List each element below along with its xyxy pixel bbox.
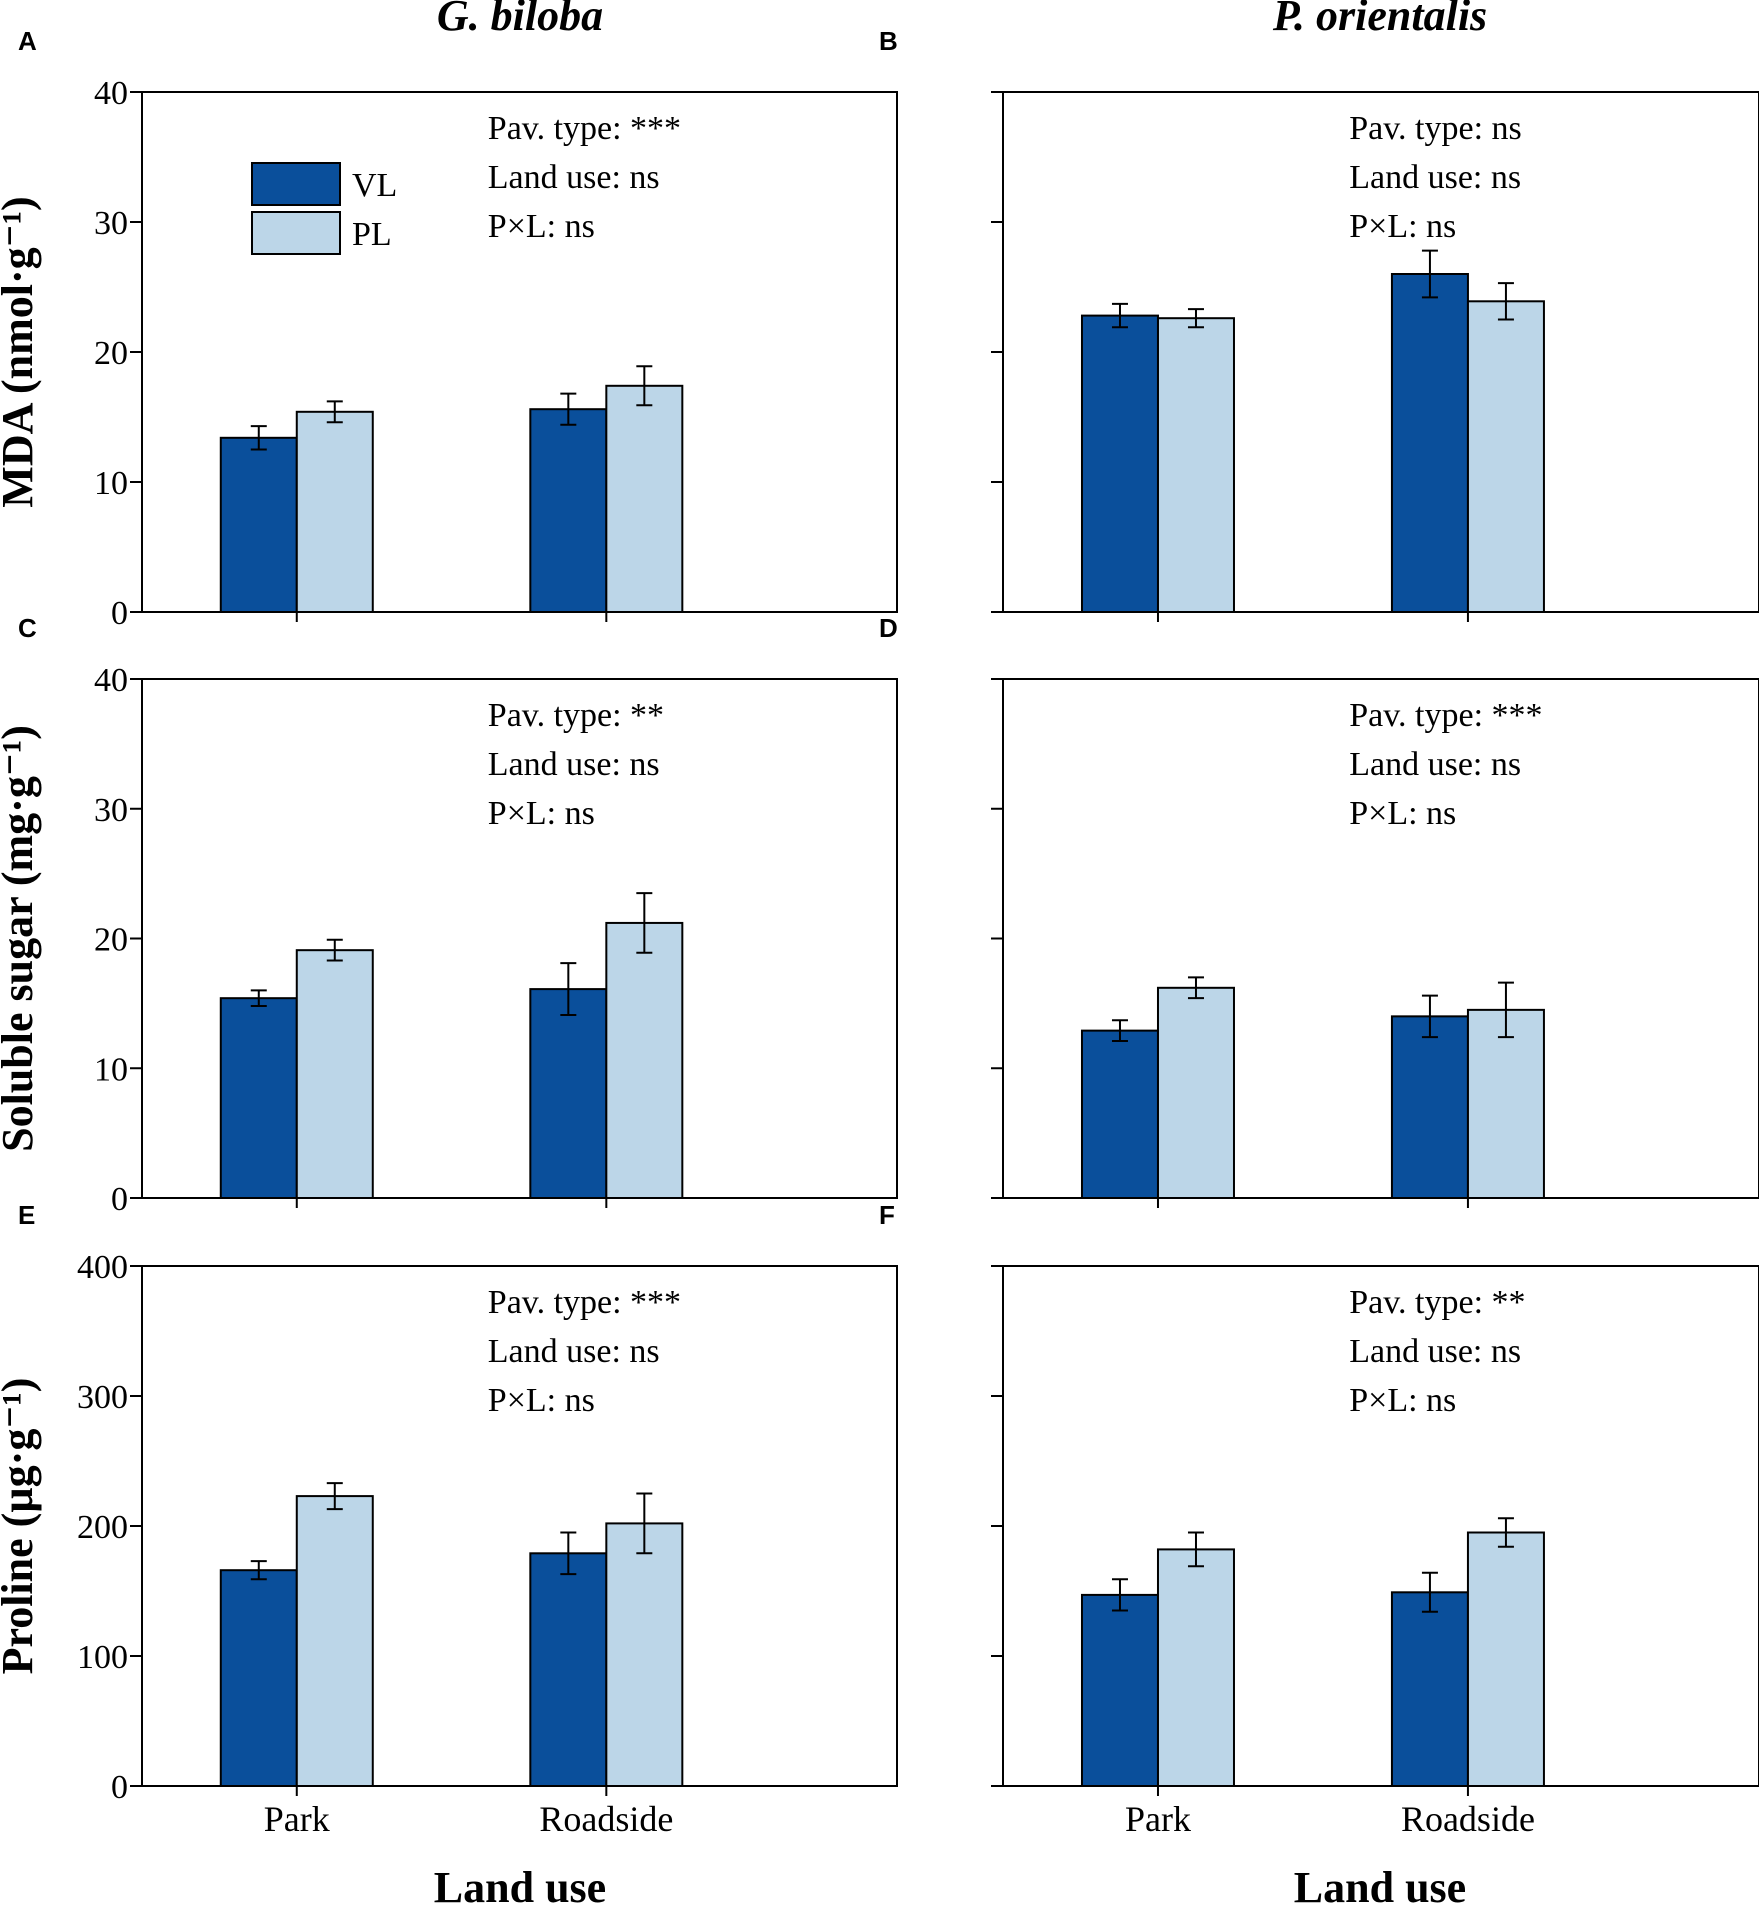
bar-vl-park xyxy=(219,997,298,1199)
bar-vl-roadside xyxy=(529,408,608,614)
column-title-right: P. orientalis xyxy=(1272,0,1487,40)
plot-frame xyxy=(141,678,898,1199)
stats-line: Land use: ns xyxy=(488,159,660,196)
x-axis-title-left: Land use xyxy=(434,1863,606,1906)
panel-b-letter: B xyxy=(879,26,898,56)
panel-b: B Pav. type: ns Land use: ns P×L: ns xyxy=(879,26,1759,622)
plot-frame xyxy=(1002,91,1759,613)
stats-line: Land use: ns xyxy=(488,746,660,783)
y-axis-title: MDA (nmol·g⁻¹) xyxy=(0,196,42,507)
y-tick-label: 0 xyxy=(111,1181,128,1218)
y-tick-label: 20 xyxy=(94,922,128,959)
bar-pl-park xyxy=(295,1495,374,1787)
y-tick-label: 40 xyxy=(94,662,128,699)
stats-line: Pav. type: ** xyxy=(488,697,664,734)
stats-line: Land use: ns xyxy=(1349,159,1521,196)
stats-line: P×L: ns xyxy=(1349,795,1456,832)
stats-line: Land use: ns xyxy=(488,1333,660,1370)
panel-a-letter: A xyxy=(18,26,37,56)
bar-pl-park xyxy=(295,410,374,613)
legend-swatch-vl xyxy=(251,162,341,206)
x-category-label: Roadside xyxy=(539,1799,673,1839)
legend-swatch-pl xyxy=(251,211,341,255)
bar-pl-roadside xyxy=(1466,300,1545,613)
y-tick-label: 10 xyxy=(94,465,128,502)
bar-pl-roadside xyxy=(605,1522,684,1788)
stats-line: Land use: ns xyxy=(1349,1333,1521,1370)
bar-vl-roadside xyxy=(1390,1591,1469,1788)
bar-vl-park xyxy=(1080,1593,1159,1788)
bar-pl-roadside xyxy=(1466,1531,1545,1787)
plot-frame xyxy=(141,91,898,613)
x-category-label: Roadside xyxy=(1401,1799,1535,1839)
stats-line: P×L: ns xyxy=(488,795,595,832)
y-tick-label: 10 xyxy=(94,1051,128,1088)
stats-line: Pav. type: *** xyxy=(488,110,681,147)
bar-vl-park xyxy=(1080,314,1159,613)
panel-a: A 0 10 20 30 40 MDA (nmol·g⁻¹) Pav. type: *** La… xyxy=(0,26,898,632)
x-category-label: Park xyxy=(1125,1799,1191,1839)
y-axis-title: Proline (µg·g⁻¹) xyxy=(0,1378,42,1675)
bar-pl-roadside xyxy=(1466,1008,1545,1199)
y-tick-label: 30 xyxy=(94,205,128,242)
panel-e: E 0 100 200 300 400 Proline (µg·g⁻¹) Park Roadsi… xyxy=(0,1200,898,1839)
y-tick-label: 300 xyxy=(77,1379,128,1416)
stats-line: Pav. type: ns xyxy=(1349,110,1522,147)
bar-vl-park xyxy=(219,436,298,613)
plot-frame xyxy=(1002,678,1759,1199)
plot-frame xyxy=(141,1265,898,1787)
y-tick-label: 400 xyxy=(77,1249,128,1286)
stats-line: P×L: ns xyxy=(488,1382,595,1419)
bar-vl-roadside xyxy=(1390,273,1469,613)
bar-vl-park xyxy=(1080,1029,1159,1200)
bar-pl-roadside xyxy=(605,384,684,613)
y-tick-label: 40 xyxy=(94,75,128,112)
bar-pl-park xyxy=(1156,1548,1235,1788)
stats-line: Land use: ns xyxy=(1349,746,1521,783)
plot-frame xyxy=(1002,1265,1759,1787)
panels: A 0 10 20 30 40 MDA (nmol·g⁻¹) Pav. type: *** La… xyxy=(0,26,1759,1839)
y-tick-label: 20 xyxy=(94,335,128,372)
bar-pl-park xyxy=(295,949,374,1199)
bar-pl-roadside xyxy=(605,921,684,1199)
y-tick-label: 0 xyxy=(111,595,128,632)
y-tick-label: 0 xyxy=(111,1769,128,1806)
panel-c-letter: C xyxy=(18,613,37,643)
column-title-left: G. biloba xyxy=(437,0,603,40)
legend-label-pl: PL xyxy=(352,216,392,253)
panel-f: F Park Roadside Pav. type: ** Land use: ns P×… xyxy=(879,1200,1759,1839)
legend-label-vl: VL xyxy=(352,167,397,204)
panel-c: C 0 10 20 30 40 Soluble sugar (mg·g⁻¹) Pav. typ… xyxy=(0,613,898,1218)
stats-line: Pav. type: *** xyxy=(488,1284,681,1321)
x-axis-title-right: Land use xyxy=(1294,1863,1466,1906)
x-category-label: Park xyxy=(264,1799,330,1839)
y-axis-title: Soluble sugar (mg·g⁻¹) xyxy=(0,725,42,1152)
bar-pl-park xyxy=(1156,317,1235,613)
stats-line: P×L: ns xyxy=(488,208,595,245)
y-tick-label: 30 xyxy=(94,792,128,829)
bar-pl-park xyxy=(1156,986,1235,1199)
panel-d: D Pav. type: *** Land use: ns P×L: ns xyxy=(879,613,1759,1208)
y-tick-label: 200 xyxy=(77,1509,128,1546)
panel-e-letter: E xyxy=(18,1200,35,1230)
stats-line: P×L: ns xyxy=(1349,208,1456,245)
stats-line: P×L: ns xyxy=(1349,1382,1456,1419)
bar-vl-park xyxy=(219,1569,298,1787)
panel-d-letter: D xyxy=(879,613,898,643)
panel-f-letter: F xyxy=(879,1200,895,1230)
bar-vl-roadside xyxy=(1390,1015,1469,1199)
bar-vl-roadside xyxy=(529,1552,608,1788)
bar-vl-roadside xyxy=(529,988,608,1199)
y-tick-label: 100 xyxy=(77,1639,128,1676)
stats-line: Pav. type: *** xyxy=(1349,697,1542,734)
stats-line: Pav. type: ** xyxy=(1349,1284,1525,1321)
